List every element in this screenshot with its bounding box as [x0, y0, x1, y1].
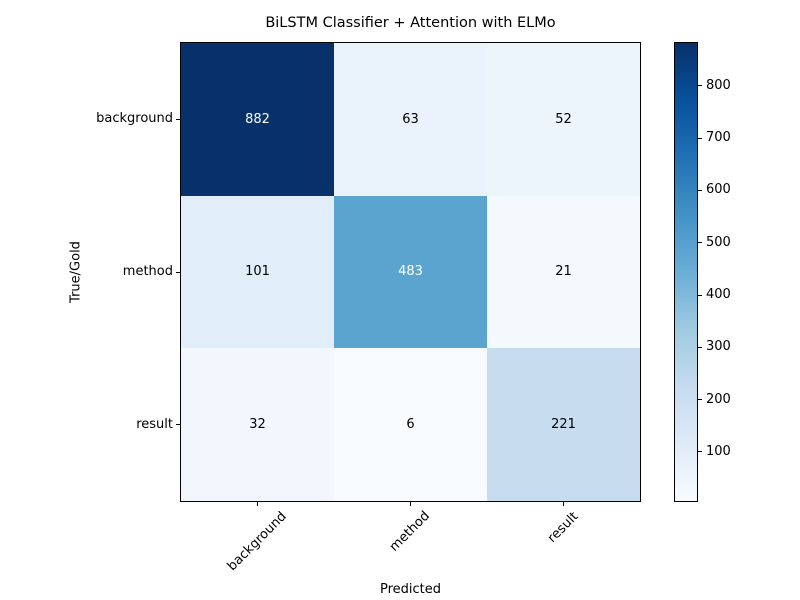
x-tick-label-background: background — [224, 508, 290, 574]
colorbar-tick-mark — [698, 189, 702, 191]
x-tick-label-method: method — [387, 508, 434, 556]
heatmap-cell-result-method: 6 — [334, 348, 487, 501]
colorbar — [674, 42, 698, 502]
x-tick-label-result: result — [544, 508, 582, 546]
colorbar-tick-mark — [698, 346, 702, 348]
heatmap-grid: 882 63 52 101 483 21 32 6 221 — [180, 42, 641, 502]
x-axis-label: Predicted — [379, 582, 442, 597]
colorbar-tick-label: 300 — [706, 339, 731, 355]
colorbar-tick-mark — [698, 451, 702, 453]
chart-title: BiLSTM Classifier + Attention with ELMo — [265, 15, 556, 31]
heatmap-cell-background-method: 63 — [334, 43, 487, 196]
colorbar-tick-label: 600 — [706, 182, 731, 198]
heatmap-cell-background-background: 882 — [181, 43, 334, 196]
heatmap-cell-result-background: 32 — [181, 348, 334, 501]
heatmap-cell-method-method: 483 — [334, 195, 487, 349]
cell-value: 101 — [245, 264, 270, 280]
cell-value: 882 — [245, 111, 270, 127]
cell-value: 21 — [555, 264, 572, 280]
y-tick-label-background: background — [96, 111, 173, 127]
colorbar-tick-mark — [698, 294, 702, 296]
y-axis-label: True/Gold — [68, 241, 84, 303]
cell-value: 52 — [555, 111, 572, 127]
cell-value: 63 — [402, 111, 419, 127]
y-tick-label-method: method — [122, 264, 173, 280]
colorbar-tick-label: 700 — [706, 130, 731, 146]
colorbar-tick-label: 800 — [706, 78, 731, 94]
y-tick-label-result: result — [136, 416, 173, 432]
colorbar-tick-label: 200 — [706, 391, 731, 407]
cell-value: 483 — [398, 264, 423, 280]
heatmap-cell-background-result: 52 — [487, 43, 640, 196]
colorbar-tick-label: 400 — [706, 287, 731, 303]
heatmap-cell-method-result: 21 — [487, 195, 640, 349]
cell-value: 6 — [406, 417, 415, 433]
colorbar-gradient — [675, 43, 697, 501]
cell-value: 221 — [551, 417, 576, 433]
colorbar-tick-label: 500 — [706, 234, 731, 250]
colorbar-tick-mark — [698, 242, 702, 244]
heatmap-cell-result-result: 221 — [487, 348, 640, 501]
heatmap-cell-method-background: 101 — [181, 195, 334, 349]
colorbar-tick-mark — [698, 137, 702, 139]
colorbar-tick-mark — [698, 85, 702, 87]
colorbar-tick-mark — [698, 399, 702, 401]
colorbar-tick-label: 100 — [706, 444, 731, 460]
cell-value: 32 — [249, 417, 266, 433]
